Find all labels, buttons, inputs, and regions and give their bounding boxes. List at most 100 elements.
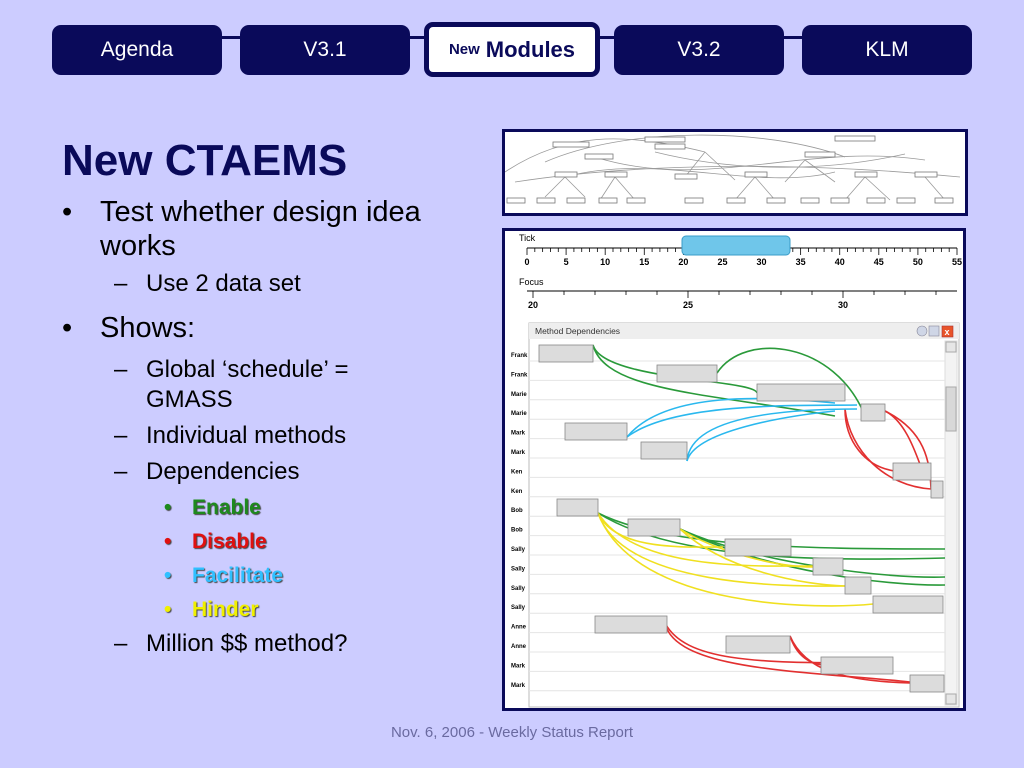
dependency-label: Facilitate [192,564,284,587]
tab-v3-2[interactable]: V3.2 [614,25,784,75]
tick-value: 55 [952,257,962,267]
focus-label: Focus [519,277,544,287]
method-block[interactable] [844,576,872,595]
method-block[interactable] [538,344,594,363]
sub-bullet-text: Use 2 data set [146,270,301,297]
method-block[interactable] [860,403,886,422]
tab-label: KLM [865,38,909,61]
method-block[interactable] [812,557,844,576]
bullet-list: • Test whether design idea works – Use 2… [62,195,482,665]
row-label: Ken [511,489,523,495]
viz-canvas: Tick 0 5 10 15 20 25 30 35 40 45 50 55 Focus 20 25 30… [511,233,962,708]
tick-value: 15 [639,257,649,267]
row-label: Mark [511,683,526,689]
method-block[interactable] [872,595,944,614]
tick-value: 45 [874,257,884,267]
slide-title: New CTAEMS [62,136,348,185]
sub-bullet-text: Global ‘schedule’ = GMASS [146,356,349,413]
time-window-slider[interactable] [681,235,791,256]
nav-connector [409,36,429,39]
bullet-marker: • [164,496,172,519]
tick-value: 0 [524,257,529,267]
tab-agenda[interactable]: Agenda [52,25,222,75]
tick-value: 50 [913,257,923,267]
row-label: Bob [511,508,523,514]
bullet-item: • Test whether design idea works [62,195,482,263]
row-label: Sally [511,547,526,553]
sub-bullet-item: – Individual methods [62,421,482,451]
maximize-icon[interactable] [928,325,940,337]
sub-bullet-item: – Million $$ method? [62,629,482,659]
tree-graph [504,134,961,204]
vertical-scrollbar[interactable] [944,340,958,706]
scroll-down-icon[interactable] [945,693,957,705]
dependency-label: Disable [192,530,267,553]
focus-value: 20 [528,300,538,310]
close-icon[interactable] [941,325,954,338]
nav-connector [784,36,804,39]
method-block[interactable] [909,674,945,693]
method-block[interactable] [594,615,668,634]
method-block[interactable] [930,480,944,499]
dependency-label: Hinder [192,598,259,621]
method-block[interactable] [640,441,688,460]
method-block[interactable] [820,656,894,675]
bullet-marker: • [164,564,172,587]
method-block[interactable] [756,383,846,402]
method-block[interactable] [656,364,718,383]
scrollbar-thumb[interactable] [945,386,957,432]
row-label: Mark [511,450,526,456]
row-label: Mark [511,663,526,669]
row-label: Ken [511,469,523,475]
bullet-text: Shows: [100,312,196,344]
focus-value: 30 [838,300,848,310]
tick-value: 30 [757,257,767,267]
tab-label: V3.1 [303,38,347,61]
tick-value: 35 [796,257,806,267]
tab-klm[interactable]: KLM [802,25,972,75]
dependency-disable: • Disable [62,527,482,557]
close-icon-glyph: x [945,327,950,337]
tick-value: 40 [835,257,845,267]
method-block[interactable] [564,422,628,441]
tab-new-modules[interactable]: New Modules [424,22,600,77]
nav-connector [597,36,617,39]
hinder-curves [597,512,874,607]
method-block[interactable] [556,498,599,517]
minimize-icon[interactable] [916,325,928,337]
footer: Nov. 6, 2006 - Weekly Status Report [390,724,634,741]
sub-bullet-text: Individual methods [146,422,347,449]
tick-label: Tick [519,233,536,243]
row-label: Anne [511,625,527,631]
method-block[interactable] [724,538,792,557]
sub-bullet-item: – Use 2 data set [62,269,482,299]
row-label: Frank [511,353,528,359]
schedule-tree-image [502,129,968,216]
method-block[interactable] [627,518,681,537]
sub-bullet-text: Dependencies [146,458,300,485]
row-label: Marie [511,392,527,398]
tab-label: V3.2 [677,38,721,61]
scroll-up-icon[interactable] [945,341,957,353]
dash-marker: – [114,630,128,657]
dependency-hinder: • Hinder [62,595,482,625]
bullet-marker: • [164,598,172,621]
tick-value: 10 [600,257,610,267]
tab-label: Modules [485,36,576,62]
dependency-label: Enable [192,496,261,519]
method-blocks [538,344,945,693]
sub-bullet-item: – Global ‘schedule’ = GMASS [62,355,406,415]
row-label: Mark [511,431,526,437]
dependency-enable: • Enable [62,493,482,523]
tab-v3-1[interactable]: V3.1 [240,25,410,75]
sub-bullet-item: – Dependencies [62,457,482,487]
dependency-facilitate: • Facilitate [62,561,482,591]
window-titlebar [529,323,959,339]
sub-bullet-text: Million $$ method? [146,630,348,657]
dash-marker: – [114,422,128,449]
nav-connector [220,36,240,39]
dash-marker: – [114,356,128,383]
method-dependencies-visualization: Tick 0 5 10 15 20 25 30 35 40 45 50 55 Focus 20 25 30… [502,228,966,711]
method-block[interactable] [725,635,791,654]
method-block[interactable] [892,462,932,481]
